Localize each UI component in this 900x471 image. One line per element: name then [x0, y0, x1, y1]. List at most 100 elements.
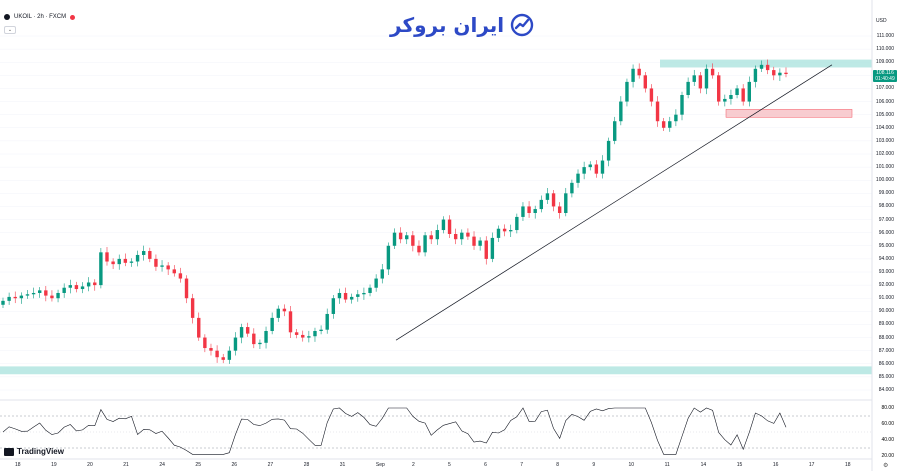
candle-body: [582, 167, 586, 174]
candle-body: [227, 350, 232, 360]
candle-body: [576, 173, 580, 183]
candle-body: [38, 290, 42, 293]
candle-body: [111, 261, 115, 265]
chart-trend-icon: [510, 13, 534, 37]
rsi-tick-label: 40.00: [881, 437, 894, 443]
candle-body: [594, 164, 599, 174]
ascending-trendline: [395, 64, 833, 341]
candle-body: [172, 269, 176, 274]
candle-body: [723, 98, 727, 102]
price-tick-label: 102.000: [875, 151, 894, 157]
price-axis[interactable]: 111.000110.000109.000108.000107.000106.0…: [872, 0, 900, 471]
time-tick-label: 31: [339, 462, 346, 468]
candle-body: [784, 72, 788, 75]
price-tick-label: 89.000: [878, 321, 894, 328]
candle-body: [362, 292, 366, 295]
symbol-header[interactable]: UKOIL · 2h · FXCM: [4, 14, 76, 20]
time-tick-label: 24: [159, 462, 165, 468]
candle-body: [276, 308, 280, 318]
price-tick-label: 90.000: [878, 308, 894, 315]
candle-body: [209, 348, 213, 351]
candle-body: [74, 285, 79, 290]
candle-body: [704, 68, 709, 89]
currency-label[interactable]: USD: [876, 18, 887, 24]
candle-body: [166, 265, 170, 270]
candle-body: [484, 240, 488, 259]
candle-body: [729, 95, 733, 99]
candle-body: [453, 233, 458, 240]
candle-body: [680, 95, 684, 115]
candle-body: [466, 232, 470, 237]
rsi-axis[interactable]: 80.00 60.00 40.00 20.00: [872, 402, 900, 459]
candle-body: [515, 216, 519, 231]
candle-body: [606, 140, 611, 161]
gear-icon[interactable]: ⚙: [883, 463, 889, 469]
candle-body: [160, 265, 164, 267]
symbol-label: UKOIL · 2h · FXCM: [14, 14, 67, 20]
price-tick-label: 85.000: [878, 373, 894, 380]
candles-layer: [1, 59, 788, 364]
candle-body: [215, 350, 219, 358]
candle-body: [141, 251, 146, 255]
price-tick-label: 99.000: [878, 190, 894, 197]
candle-body: [129, 261, 134, 263]
price-tick-label: 103.000: [875, 137, 894, 144]
time-tick-label: 27: [267, 462, 274, 468]
candle-body: [717, 75, 721, 102]
time-tick-label: 25: [195, 462, 201, 468]
candle-body: [710, 68, 715, 76]
candle-body: [252, 333, 256, 345]
candle-body: [521, 206, 525, 217]
candle-body: [735, 88, 739, 95]
price-tick-label: 110.000: [876, 46, 894, 53]
candle-body: [148, 251, 152, 259]
candle-body: [539, 199, 544, 210]
price-tick-label: 91.000: [878, 295, 894, 302]
candle-body: [270, 317, 274, 331]
candle-body: [661, 121, 666, 128]
time-tick-label: 26: [231, 462, 238, 468]
candle-body: [233, 337, 238, 351]
price-tick-label: 98.000: [878, 203, 894, 210]
candle-body: [392, 232, 397, 246]
price-tick-label: 105.000: [875, 111, 894, 118]
candle-body: [490, 237, 495, 259]
rsi-tick-label: 80.00: [881, 405, 894, 411]
time-tick-label: 21: [123, 462, 129, 468]
price-tick-label: 101.000: [875, 164, 894, 171]
candle-body: [239, 327, 244, 338]
price-tick-label: 100.000: [875, 177, 894, 184]
candle-body: [545, 193, 550, 200]
candle-body: [649, 88, 654, 102]
time-tick-label: 18: [845, 462, 851, 468]
candle-body: [411, 235, 415, 246]
time-tick-label: 9: [592, 462, 596, 468]
price-tick-label: 104.000: [875, 124, 894, 131]
candle-body: [625, 81, 629, 102]
candle-body: [564, 193, 568, 213]
tradingview-watermark[interactable]: TradingView: [4, 447, 64, 456]
time-axis[interactable]: 18 19 20 21 24 25 26 27 28 31 Sep 2 5 6 7 8 9 10 11 14 15 16 1…: [0, 459, 872, 471]
candle-body: [557, 206, 562, 213]
candle-body: [68, 285, 72, 288]
candle-body: [313, 331, 317, 337]
candle-body: [203, 337, 207, 349]
candle-body: [698, 75, 703, 89]
collapse-legend-button[interactable]: ⌄: [4, 26, 16, 34]
time-tick-label: 8: [556, 462, 560, 468]
candle-body: [264, 331, 268, 343]
candle-body: [551, 193, 556, 207]
candle-body: [674, 114, 678, 122]
candle-body: [374, 278, 378, 288]
candle-body: [368, 287, 372, 293]
trendline-layer[interactable]: [395, 64, 833, 341]
price-tick-label: 96.000: [878, 229, 894, 236]
time-tick-label: 18: [15, 462, 21, 468]
rsi-pane: [0, 407, 872, 455]
candle-body: [747, 81, 751, 102]
time-tick-label: 11: [664, 462, 670, 468]
candle-body: [13, 296, 17, 299]
price-tick-label: 97.000: [878, 216, 894, 223]
time-tick-label: 6: [484, 462, 487, 468]
